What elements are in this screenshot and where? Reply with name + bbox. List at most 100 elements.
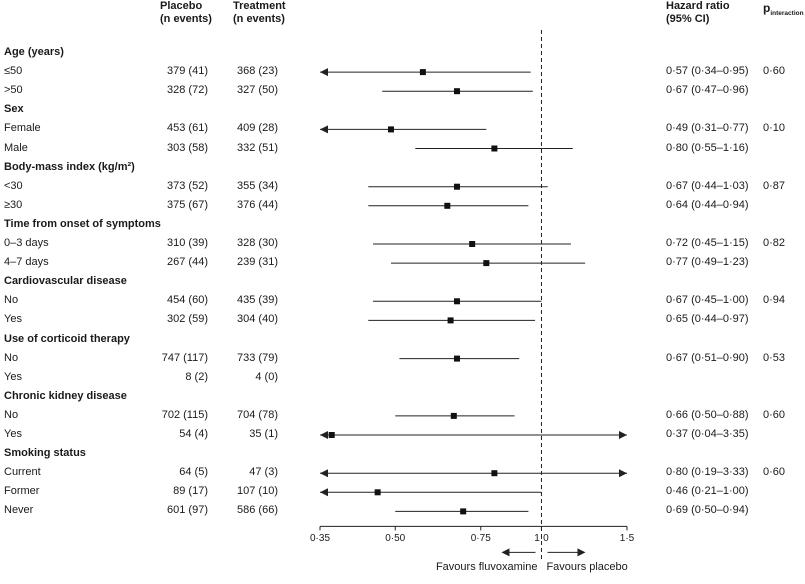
subgroup-label: 4–7 days <box>4 256 49 269</box>
treatment-header-sub: (n events) <box>233 13 285 25</box>
treatment-header-label: Treatment <box>233 0 286 12</box>
treatment-events: 409 (28) <box>237 122 278 135</box>
placebo-events: 328 (72) <box>167 84 208 97</box>
p-interaction-value: 0·94 <box>763 294 786 307</box>
subgroup-label: 0–3 days <box>4 237 49 249</box>
p-interaction-value: 0·60 <box>763 65 786 78</box>
hazard-ratio-text: 0·80 (0·55–1·16) <box>666 141 749 154</box>
placebo-events: 747 (117) <box>161 351 208 364</box>
hazard-ratio-text: 0·67 (0·51–0·90) <box>666 351 749 364</box>
subgroup-label: No <box>4 351 19 364</box>
treatment-events: 304 (40) <box>237 313 278 326</box>
placebo-events: 375 (67) <box>167 198 208 211</box>
x-tick-label: 0·75 <box>470 533 491 545</box>
hazard-ratio-text: 0·65 (0·44–0·97) <box>666 313 749 326</box>
favours-fluvoxamine-label: Favours fluvoxamine <box>435 561 538 574</box>
point-estimate <box>328 432 335 438</box>
point-estimate <box>453 355 460 362</box>
hazard-ratio-header-label: Hazard ratio <box>666 0 730 12</box>
p-interaction-value: 0·53 <box>763 351 786 364</box>
p-interaction-value: 0·82 <box>763 237 786 249</box>
placebo-events: 8 (2) <box>185 370 208 383</box>
hazard-ratio-header-sub: (95% CI) <box>666 13 710 25</box>
subgroup-label: Male <box>4 141 28 154</box>
treatment-events: 704 (78) <box>237 408 278 421</box>
favours-left-arrow-head <box>501 548 510 557</box>
hazard-ratio-column-header: Hazard ratio (95% CI) <box>666 0 730 26</box>
ci-left-arrow <box>320 469 328 478</box>
point-estimate <box>483 260 490 267</box>
placebo-events: 89 (17) <box>173 485 208 498</box>
ci-left-arrow <box>320 431 328 439</box>
ci-left-arrow <box>320 68 328 77</box>
subgroup-heading: Age (years) <box>4 46 64 58</box>
placebo-events: 310 (39) <box>167 237 208 249</box>
placebo-events: 64 (5) <box>179 466 208 479</box>
p-header-sub: interaction <box>770 10 804 18</box>
placebo-header-sub: (n events) <box>160 13 212 25</box>
treatment-events: 332 (51) <box>237 141 278 154</box>
subgroup-label: Female <box>4 122 41 135</box>
subgroup-label: <30 <box>4 179 23 192</box>
p-header-label: p <box>763 1 771 15</box>
point-estimate <box>387 126 394 133</box>
subgroup-label: No <box>4 294 19 307</box>
ci-right-arrow <box>619 431 627 439</box>
treatment-events: 586 (66) <box>237 504 278 517</box>
hazard-ratio-text: 0·67 (0·47–0·96) <box>666 84 749 97</box>
treatment-events: 376 (44) <box>237 198 278 211</box>
hazard-ratio-text: 0·57 (0·34–0·95) <box>666 65 749 78</box>
treatment-events: 327 (50) <box>237 84 278 97</box>
p-interaction-value: 0·60 <box>763 408 786 421</box>
subgroup-label: Yes <box>4 313 22 326</box>
placebo-events: 302 (59) <box>167 313 208 326</box>
hazard-ratio-text: 0·72 (0·45–1·15) <box>666 237 749 249</box>
point-estimate <box>453 183 460 190</box>
subgroup-label: >50 <box>4 84 23 97</box>
treatment-events: 368 (23) <box>237 65 278 78</box>
hazard-ratio-text: 0·67 (0·45–1·00) <box>666 294 749 307</box>
hazard-ratio-text: 0·67 (0·44–1·03) <box>666 179 749 192</box>
subgroup-label: ≤50 <box>4 65 23 78</box>
subgroup-label: Never <box>4 504 34 517</box>
treatment-events: 47 (3) <box>249 466 278 479</box>
placebo-events: 453 (61) <box>167 122 208 135</box>
p-interaction-value: 0·10 <box>763 122 786 135</box>
p-interaction-column-header: pinteraction <box>763 2 804 20</box>
point-estimate <box>453 88 460 95</box>
point-estimate <box>419 69 426 76</box>
treatment-events: 35 (1) <box>249 428 278 440</box>
subgroup-label: Current <box>4 466 41 479</box>
treatment-column-header: Treatment (n events) <box>233 0 286 26</box>
point-estimate <box>491 470 498 477</box>
subgroup-heading: Smoking status <box>4 447 86 460</box>
hazard-ratio-text: 0·49 (0·31–0·77) <box>666 122 749 135</box>
favours-placebo-label: Favours placebo <box>546 561 628 574</box>
x-tick-label: 1·5 <box>619 533 635 545</box>
point-estimate <box>491 145 498 152</box>
placebo-events: 373 (52) <box>167 179 208 192</box>
x-tick-label: 0·35 <box>309 533 330 545</box>
point-estimate <box>374 489 381 496</box>
x-tick-label: 0·50 <box>385 533 406 545</box>
placebo-events: 601 (97) <box>167 504 208 517</box>
treatment-events: 239 (31) <box>237 256 278 269</box>
point-estimate <box>460 508 467 515</box>
hazard-ratio-text: 0·77 (0·49–1·23) <box>666 256 749 269</box>
hazard-ratio-text: 0·64 (0·44–0·94) <box>666 198 749 211</box>
placebo-events: 379 (41) <box>167 65 208 78</box>
placebo-events: 54 (4) <box>179 428 208 440</box>
treatment-events: 107 (10) <box>237 485 278 498</box>
placebo-events: 267 (44) <box>167 256 208 269</box>
placebo-events: 454 (60) <box>167 294 208 307</box>
treatment-events: 733 (79) <box>237 351 278 364</box>
point-estimate <box>450 412 457 419</box>
placebo-column-header: Placebo (n events) <box>160 0 212 26</box>
ci-left-arrow <box>320 488 328 497</box>
subgroup-label: Yes <box>4 428 22 440</box>
placebo-events: 303 (58) <box>167 141 208 154</box>
subgroup-heading: Time from onset of symptoms <box>4 217 161 230</box>
placebo-events: 702 (115) <box>161 408 208 421</box>
point-estimate <box>447 317 454 324</box>
point-estimate <box>469 241 476 247</box>
